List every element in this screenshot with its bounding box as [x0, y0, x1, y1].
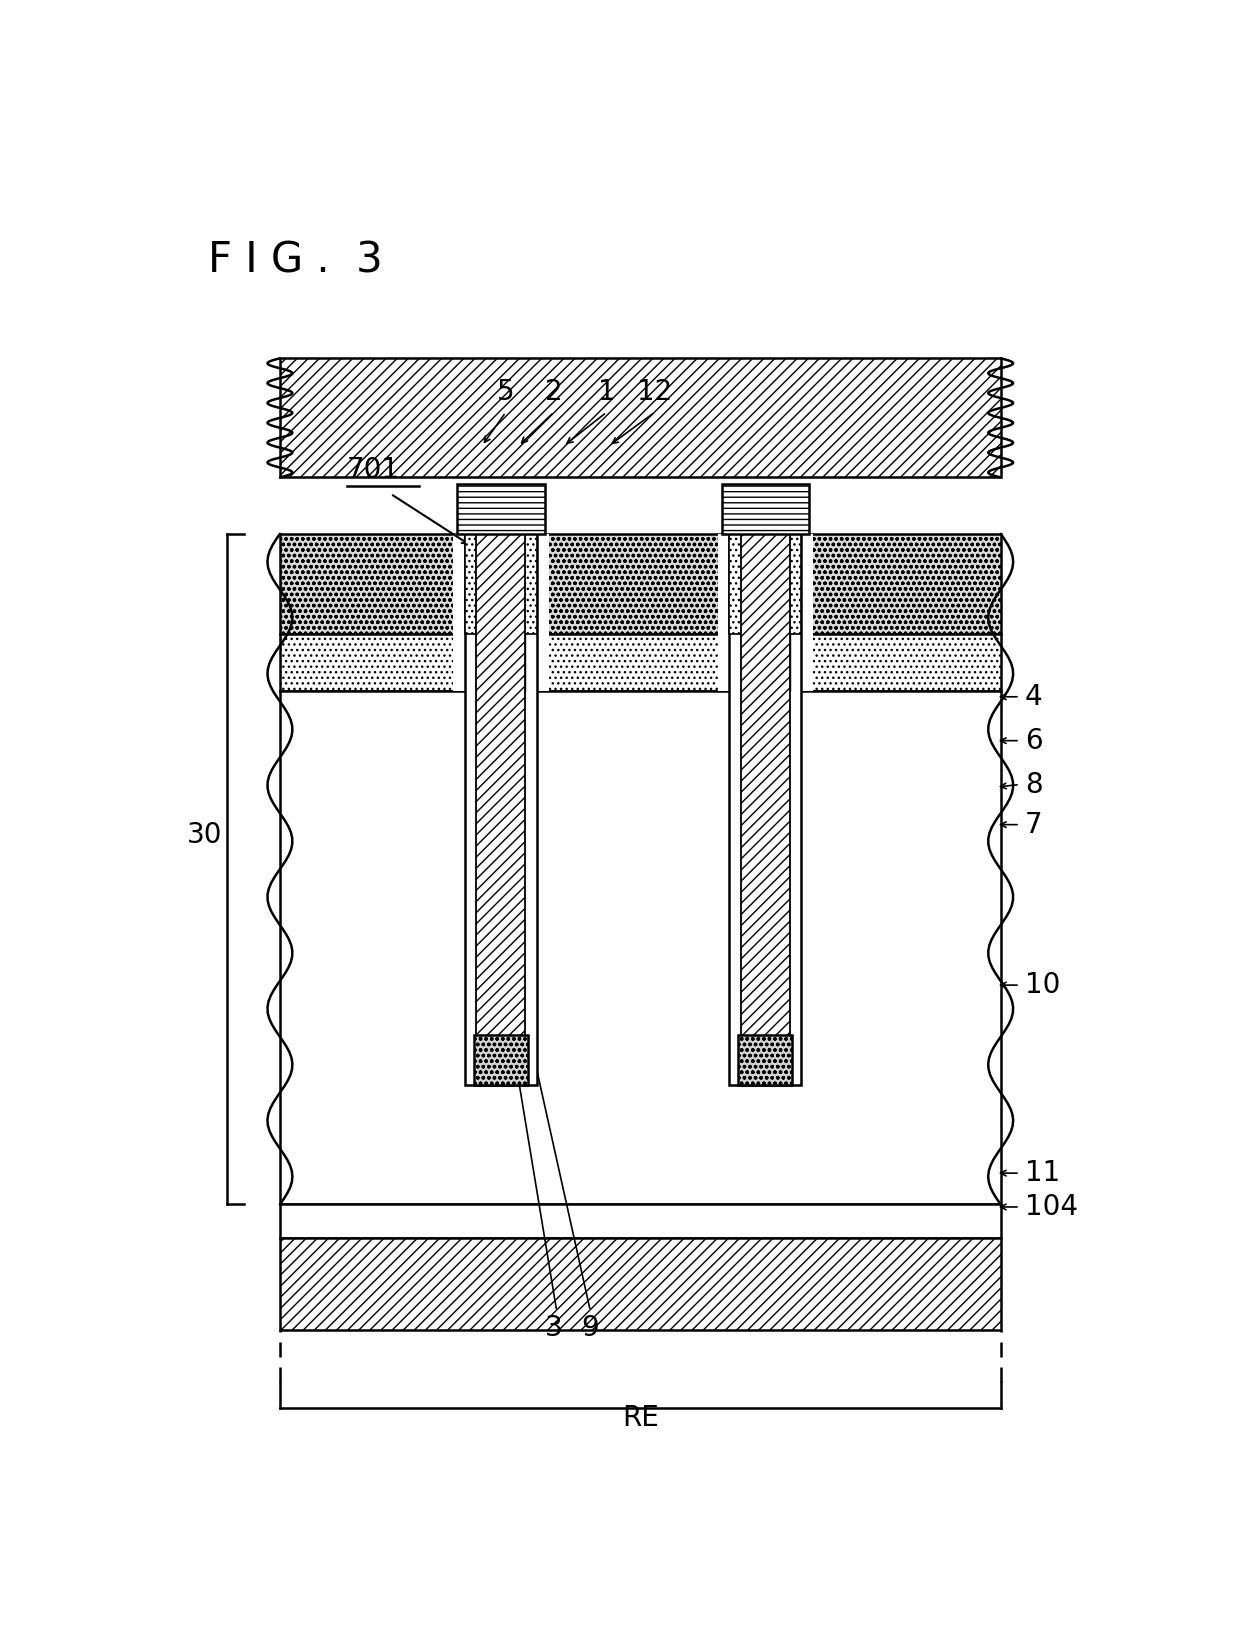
Text: F I G .  3: F I G . 3 — [208, 239, 383, 282]
Text: 6: 6 — [1024, 726, 1043, 755]
Text: 5: 5 — [497, 378, 515, 405]
Text: RE: RE — [622, 1403, 658, 1431]
Bar — [454, 534, 548, 633]
Bar — [465, 534, 537, 1086]
Text: 104: 104 — [1024, 1193, 1078, 1221]
Bar — [454, 633, 548, 690]
Bar — [465, 534, 537, 633]
Bar — [280, 534, 1001, 633]
Bar — [280, 633, 1001, 690]
Text: 12: 12 — [637, 378, 672, 405]
Text: 7: 7 — [1024, 811, 1043, 838]
Text: 1: 1 — [598, 378, 615, 405]
Bar — [740, 633, 790, 690]
Bar — [476, 534, 526, 1070]
Bar — [476, 633, 526, 690]
Text: 30: 30 — [187, 821, 223, 848]
Bar — [280, 1205, 1001, 1239]
Bar — [740, 534, 790, 1070]
Bar — [718, 534, 812, 633]
Bar — [718, 633, 812, 690]
Bar — [474, 1035, 528, 1086]
Text: 11: 11 — [1024, 1159, 1060, 1187]
Text: 8: 8 — [1024, 770, 1043, 798]
Text: 10: 10 — [1024, 972, 1060, 1000]
Bar — [280, 1239, 1001, 1330]
Bar — [729, 534, 801, 633]
Bar — [738, 1035, 792, 1086]
Bar — [458, 484, 544, 534]
Text: 4: 4 — [1024, 682, 1043, 711]
Text: 2: 2 — [546, 378, 563, 405]
Text: 9: 9 — [582, 1314, 599, 1341]
Text: 3: 3 — [544, 1314, 563, 1341]
Bar — [280, 358, 1001, 477]
Bar — [729, 534, 801, 1086]
Bar — [722, 484, 808, 534]
Bar — [280, 690, 1001, 1205]
Text: 701: 701 — [347, 456, 401, 484]
